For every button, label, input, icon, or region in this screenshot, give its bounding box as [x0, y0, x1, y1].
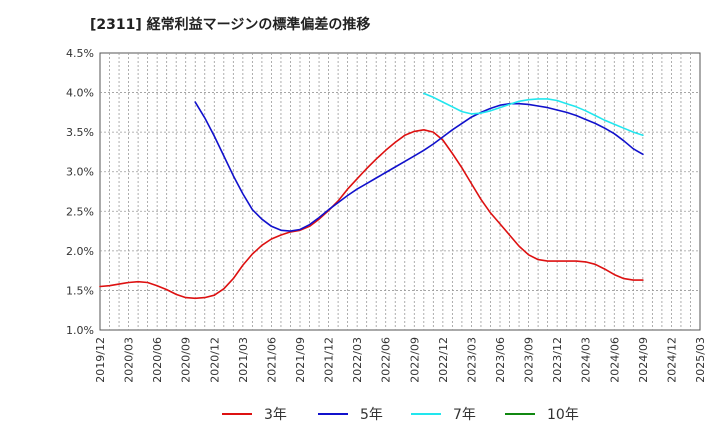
x-tick-label: 2021/06	[265, 337, 278, 383]
x-tick-label: 2023/03	[465, 337, 478, 383]
legend-label: 7年	[453, 407, 476, 423]
series-layer	[99, 92, 644, 300]
x-tick-label: 2022/09	[408, 337, 421, 383]
y-tick-label: 4.0%	[66, 87, 94, 100]
x-tick-label: 2023/09	[523, 337, 536, 383]
x-axis: 2019/12 2020/03 2020/06 2020/09 2020/12 2021/…	[94, 337, 707, 383]
y-tick-label: 3.5%	[66, 126, 94, 139]
plot-area	[99, 52, 701, 331]
x-tick-label: 2022/06	[380, 337, 393, 383]
legend-label: 10年	[547, 407, 579, 423]
x-tick-label: 2024/03	[580, 337, 593, 383]
y-tick-label: 1.5%	[66, 284, 94, 297]
chart-title: [2311] 経常利益マージンの標準偏差の推移	[90, 16, 370, 33]
x-tick-label: 2019/12	[94, 337, 107, 383]
x-tick-label: 2021/09	[294, 337, 307, 383]
x-tick-label: 2023/06	[494, 337, 507, 383]
legend-label: 5年	[360, 407, 383, 423]
y-tick-label: 3.0%	[66, 166, 94, 179]
y-tick-label: 2.5%	[66, 205, 94, 218]
y-tick-label: 1.0%	[66, 324, 94, 337]
plot-frame	[99, 52, 701, 331]
y-tick-label: 4.5%	[66, 47, 94, 60]
x-tick-label: 2024/12	[665, 337, 678, 383]
y-tick-label: 2.0%	[66, 245, 94, 258]
x-tick-label: 2022/12	[437, 337, 450, 383]
y-axis: 1.0% 1.5% 2.0% 2.5% 3.0% 3.5% 4.0% 4.5%	[66, 47, 94, 337]
x-tick-label: 2020/03	[123, 337, 136, 383]
x-tick-label: 2025/03	[694, 337, 707, 383]
x-tick-label: 2020/06	[151, 337, 164, 383]
grid-lines	[100, 53, 700, 330]
x-tick-label: 2020/12	[208, 337, 221, 383]
x-tick-label: 2022/03	[351, 337, 364, 383]
x-tick-label: 2023/12	[551, 337, 564, 383]
series-line	[99, 129, 644, 300]
series-line	[423, 92, 644, 137]
x-tick-label: 2020/09	[180, 337, 193, 383]
x-tick-label: 2021/03	[237, 337, 250, 383]
series-line	[194, 101, 644, 232]
x-tick-label: 2021/12	[323, 337, 336, 383]
legend-label: 3年	[264, 407, 287, 423]
x-tick-label: 2024/09	[637, 337, 650, 383]
legend: 3年 5年 7年 10年	[222, 407, 579, 423]
x-tick-label: 2024/06	[608, 337, 621, 383]
